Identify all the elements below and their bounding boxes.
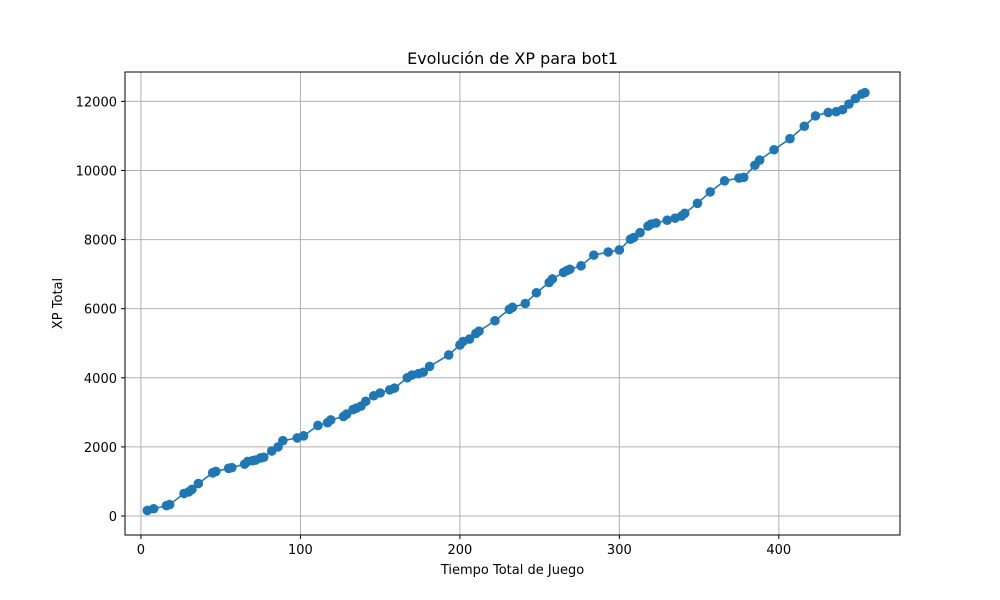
- data-point: [193, 478, 204, 489]
- y-tick-label: 6000: [84, 303, 117, 318]
- data-point: [531, 287, 542, 298]
- data-point: [603, 247, 613, 257]
- data-point: [424, 361, 435, 372]
- x-tick-label: 300: [607, 543, 632, 558]
- data-point: [576, 261, 586, 271]
- data-point: [823, 107, 834, 118]
- x-tick-label: 100: [288, 543, 313, 558]
- data-point: [635, 227, 645, 238]
- data-point: [565, 264, 575, 275]
- data-point: [474, 326, 484, 336]
- data-point: [148, 503, 159, 514]
- data-point: [785, 133, 795, 144]
- data-point: [164, 499, 175, 510]
- series-line: [147, 91, 866, 512]
- x-tick-label: 0: [137, 543, 145, 558]
- data-point: [490, 315, 500, 326]
- y-tick-label: 8000: [84, 234, 117, 249]
- data-point: [211, 466, 221, 477]
- data-point: [278, 435, 288, 446]
- data-point: [325, 415, 336, 425]
- data-point: [187, 484, 197, 495]
- plot-frame: [124, 71, 901, 536]
- data-point: [692, 198, 703, 209]
- data-point: [614, 245, 625, 255]
- data-point: [844, 99, 854, 109]
- data-point: [799, 121, 810, 132]
- data-point: [360, 396, 371, 407]
- data-point: [443, 350, 454, 360]
- y-tick-label: 12000: [76, 95, 117, 110]
- data-point: [662, 215, 672, 226]
- y-tick-label: 2000: [84, 441, 117, 456]
- x-axis-label: Tiempo Total de Juego: [440, 563, 584, 578]
- data-point: [375, 388, 385, 398]
- data-point: [705, 187, 716, 197]
- data-point: [464, 334, 475, 344]
- x-tick-label: 200: [447, 543, 472, 558]
- data-point: [810, 111, 821, 121]
- y-tick-label: 0: [109, 510, 117, 525]
- data-point: [418, 367, 428, 378]
- data-point: [679, 208, 690, 219]
- data-point: [719, 176, 730, 186]
- data-point: [769, 144, 779, 155]
- data-point: [738, 172, 749, 183]
- series-layer: [142, 87, 870, 516]
- data-point: [227, 462, 237, 473]
- data-point: [589, 250, 599, 260]
- y-tick-label: 10000: [76, 164, 117, 179]
- data-point: [860, 87, 870, 98]
- data-point: [313, 420, 323, 431]
- chart-title: Evolución de XP para bot1: [407, 49, 618, 68]
- data-point: [547, 274, 558, 284]
- data-point: [520, 298, 531, 309]
- data-point: [389, 383, 400, 393]
- y-axis-label: XP Total: [51, 278, 66, 329]
- x-tick-label: 400: [766, 543, 791, 558]
- data-point: [298, 431, 309, 441]
- y-tick-label: 4000: [84, 372, 117, 387]
- data-point: [837, 104, 848, 115]
- data-point: [507, 302, 518, 313]
- data-point: [754, 155, 765, 165]
- data-point: [651, 218, 661, 228]
- data-point: [258, 452, 269, 463]
